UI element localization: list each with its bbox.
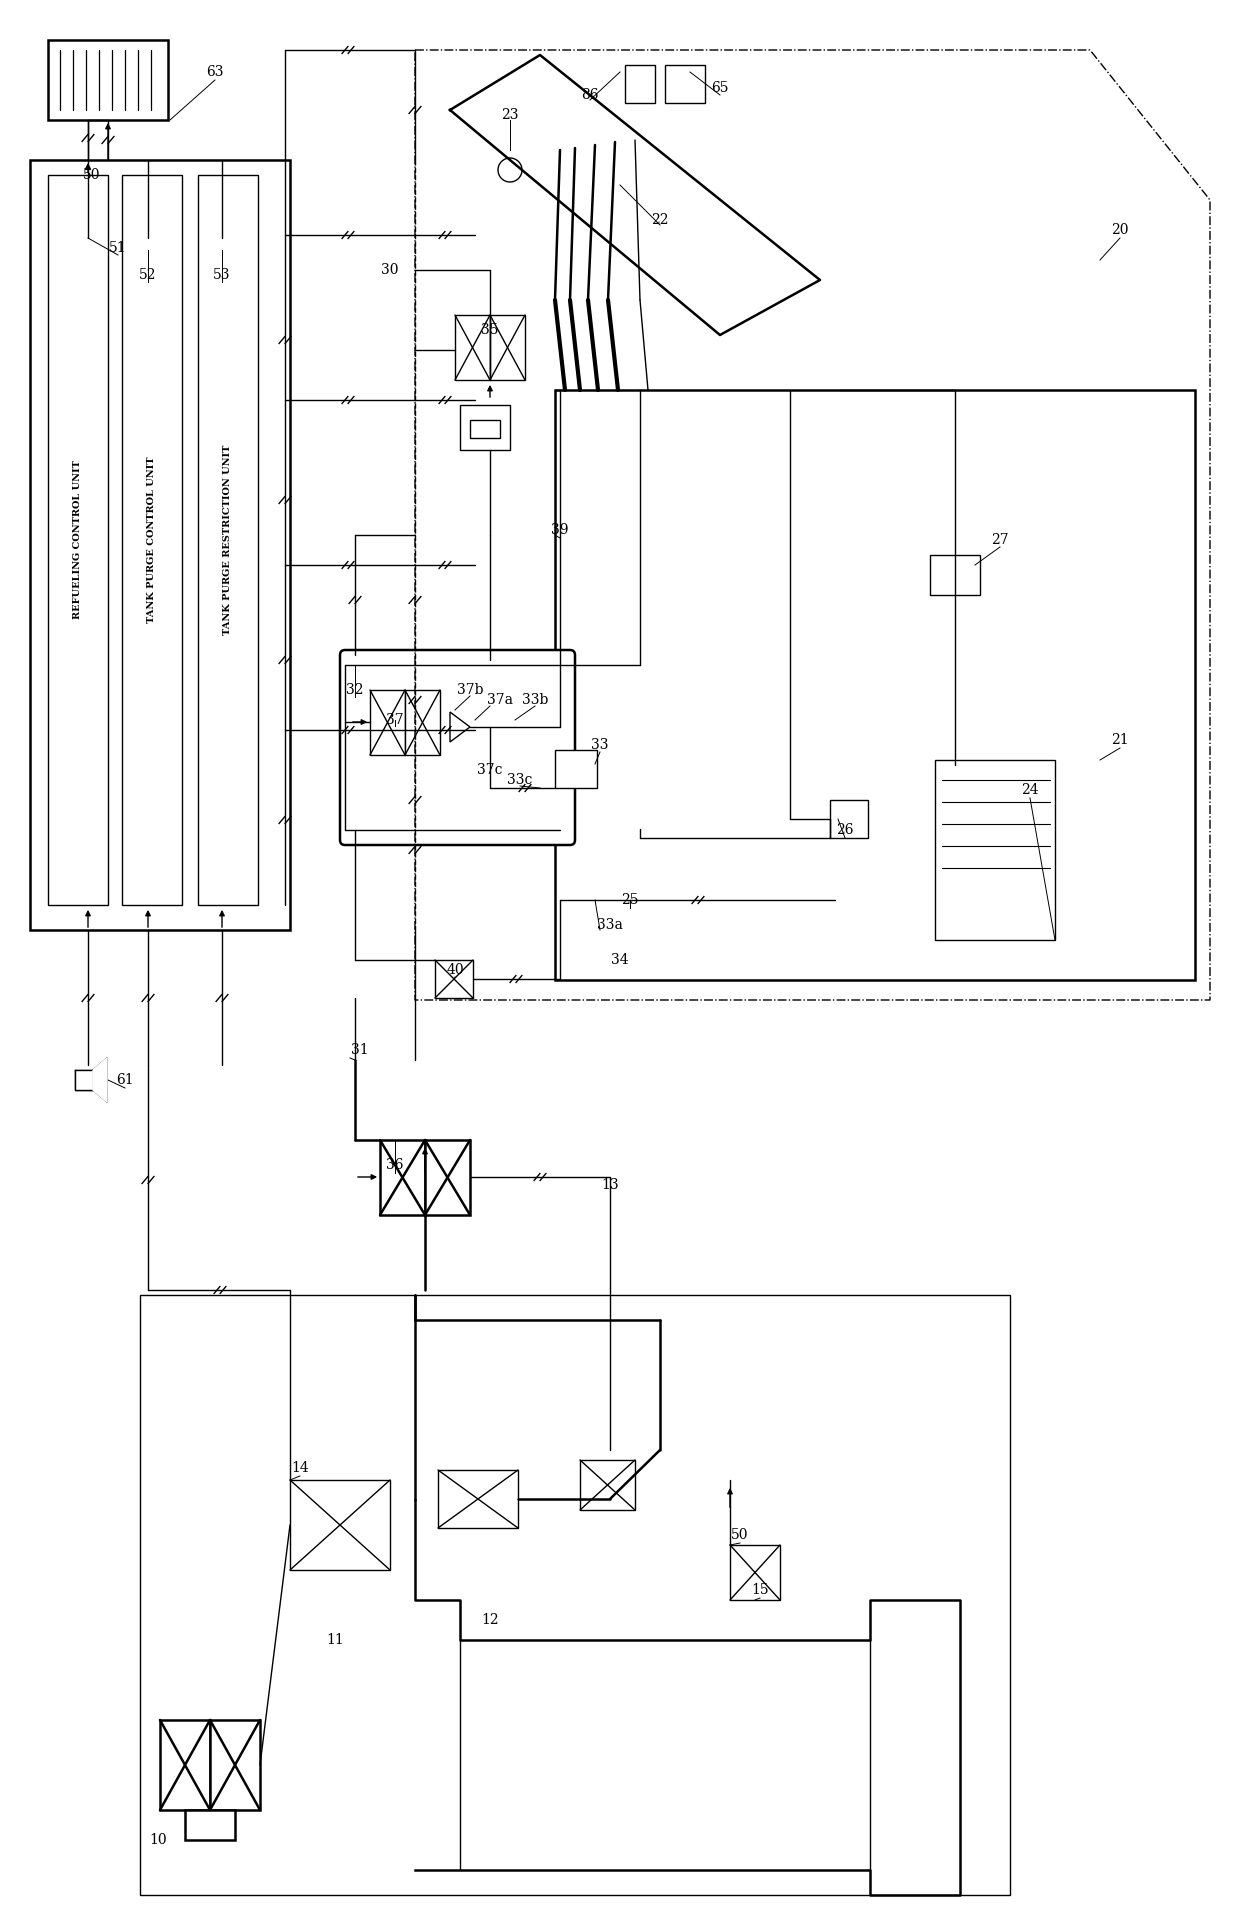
Bar bbox=[556, 750, 596, 788]
Bar bbox=[556, 389, 1195, 980]
Polygon shape bbox=[93, 1058, 107, 1102]
Text: REFUELING CONTROL UNIT: REFUELING CONTROL UNIT bbox=[73, 460, 83, 619]
Text: 33c: 33c bbox=[507, 773, 533, 788]
Text: 86: 86 bbox=[582, 88, 599, 102]
Text: 33b: 33b bbox=[522, 694, 548, 707]
Text: 23: 23 bbox=[501, 107, 518, 123]
Text: 53: 53 bbox=[213, 268, 231, 282]
Text: 11: 11 bbox=[326, 1633, 343, 1647]
Bar bbox=[438, 1470, 518, 1528]
Bar bbox=[435, 960, 472, 999]
Text: 35: 35 bbox=[481, 322, 498, 337]
Text: 50: 50 bbox=[732, 1528, 749, 1541]
Text: 13: 13 bbox=[601, 1179, 619, 1192]
Bar bbox=[160, 1720, 210, 1810]
Polygon shape bbox=[450, 56, 820, 335]
Text: 30: 30 bbox=[381, 263, 399, 276]
Text: 37: 37 bbox=[386, 713, 404, 727]
Bar bbox=[122, 174, 182, 905]
Bar bbox=[30, 159, 290, 930]
Text: 32: 32 bbox=[346, 682, 363, 698]
Text: 39: 39 bbox=[552, 523, 569, 537]
Text: 21: 21 bbox=[1111, 732, 1128, 748]
Bar bbox=[460, 404, 510, 450]
Bar bbox=[290, 1480, 391, 1570]
Text: 26: 26 bbox=[836, 822, 854, 838]
Text: 51: 51 bbox=[109, 242, 126, 255]
Bar bbox=[48, 40, 167, 121]
Text: TANK PURGE RESTRICTION UNIT: TANK PURGE RESTRICTION UNIT bbox=[223, 445, 233, 635]
Text: 37b: 37b bbox=[456, 682, 484, 698]
Bar bbox=[625, 65, 655, 104]
FancyBboxPatch shape bbox=[340, 650, 575, 845]
Text: 22: 22 bbox=[651, 213, 668, 226]
Bar bbox=[930, 556, 980, 594]
Text: 37c: 37c bbox=[477, 763, 502, 776]
Bar bbox=[370, 690, 405, 755]
Bar bbox=[198, 174, 258, 905]
Bar bbox=[379, 1141, 425, 1215]
Text: 31: 31 bbox=[351, 1043, 368, 1056]
Text: 34: 34 bbox=[611, 953, 629, 966]
Bar bbox=[830, 799, 868, 838]
Text: 15: 15 bbox=[751, 1583, 769, 1597]
Text: 25: 25 bbox=[621, 893, 639, 907]
Bar bbox=[185, 1810, 236, 1840]
Text: 40: 40 bbox=[446, 962, 464, 978]
Bar bbox=[470, 420, 500, 437]
Text: 24: 24 bbox=[1022, 782, 1039, 797]
Text: 33a: 33a bbox=[598, 918, 622, 932]
Text: 10: 10 bbox=[149, 1833, 167, 1846]
Bar bbox=[580, 1461, 635, 1511]
Bar bbox=[405, 690, 440, 755]
Text: TANK PURGE CONTROL UNIT: TANK PURGE CONTROL UNIT bbox=[148, 456, 156, 623]
Bar bbox=[490, 314, 525, 380]
Text: 63: 63 bbox=[206, 65, 223, 79]
Text: 36: 36 bbox=[386, 1158, 404, 1171]
Bar bbox=[665, 65, 706, 104]
Text: 12: 12 bbox=[481, 1612, 498, 1628]
Bar bbox=[210, 1720, 260, 1810]
Text: 14: 14 bbox=[291, 1461, 309, 1474]
Text: 27: 27 bbox=[991, 533, 1009, 546]
Bar bbox=[48, 174, 108, 905]
Text: 33: 33 bbox=[591, 738, 609, 751]
Bar bbox=[140, 1296, 1011, 1896]
Text: 52: 52 bbox=[139, 268, 156, 282]
Text: 37a: 37a bbox=[487, 694, 513, 707]
Bar bbox=[455, 314, 490, 380]
Text: 65: 65 bbox=[712, 81, 729, 96]
Bar bbox=[730, 1545, 780, 1601]
Polygon shape bbox=[74, 1070, 93, 1091]
Text: 20: 20 bbox=[1111, 222, 1128, 238]
Text: 61: 61 bbox=[117, 1074, 134, 1087]
Text: 50: 50 bbox=[83, 169, 100, 182]
Bar bbox=[425, 1141, 470, 1215]
Bar bbox=[935, 759, 1055, 939]
